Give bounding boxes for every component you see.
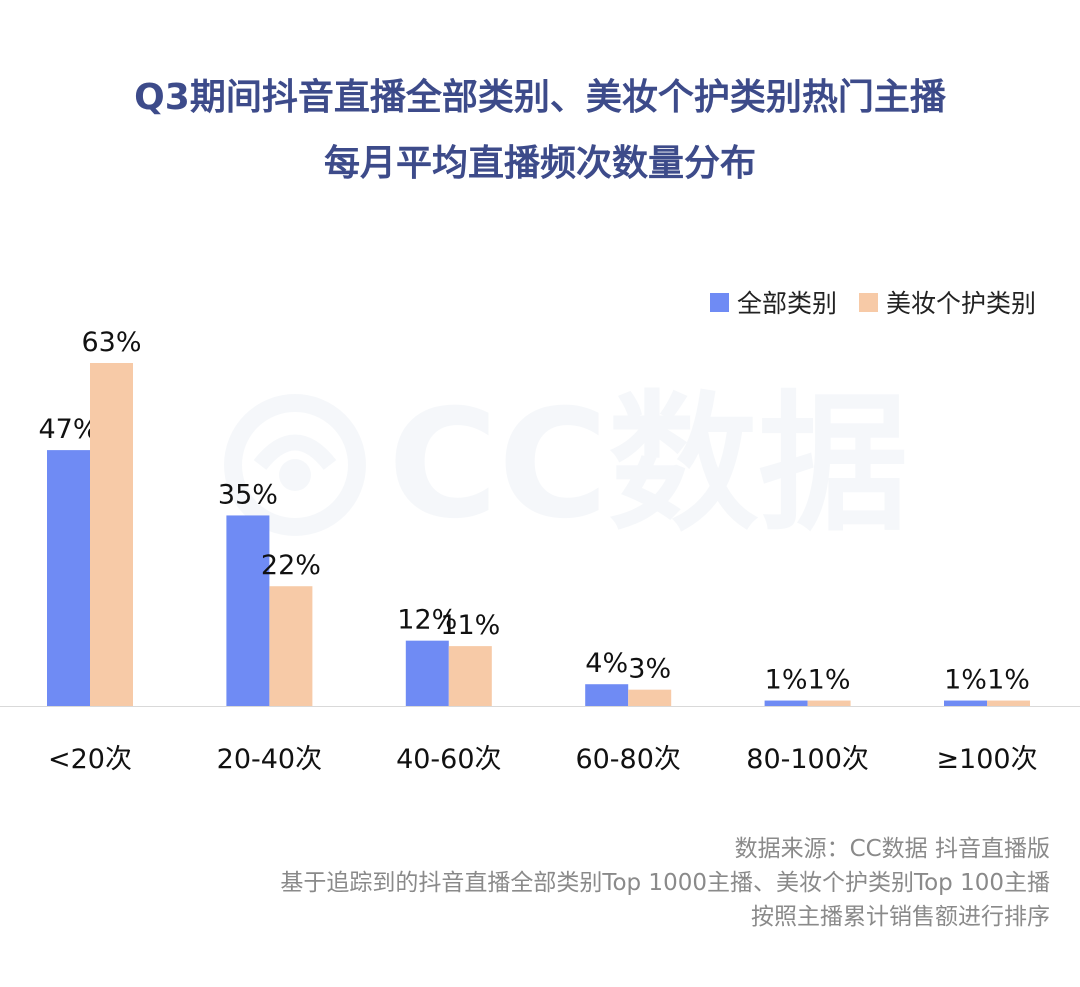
bar-all-1 (226, 515, 270, 706)
bar-beauty-3 (628, 689, 672, 706)
source-note: 数据来源：CC数据 抖音直播版 基于追踪到的抖音直播全部类别Top 1000主播… (280, 832, 1050, 934)
legend-label-all: 全部类别 (736, 289, 837, 318)
source-line-1: 数据来源：CC数据 抖音直播版 (734, 836, 1050, 862)
bar-beauty-0 (90, 363, 133, 706)
data-label-all-2: 12% (397, 605, 457, 636)
legend-item-all: 全部类别 (709, 284, 837, 320)
x-tick-label-0: <20次 (48, 744, 132, 775)
bar-beauty-2 (448, 646, 492, 706)
x-tick-label-1: 20-40次 (217, 744, 322, 775)
data-label-all-4: 1% (765, 665, 808, 696)
data-label-all-3: 4% (585, 648, 628, 679)
legend-item-beauty: 美妆个护类别 (858, 284, 1036, 320)
data-label-beauty-5: 1% (987, 665, 1030, 696)
data-label-beauty-4: 1% (808, 665, 851, 696)
x-tick-label-2: 40-60次 (396, 744, 501, 775)
legend-swatch-all (709, 292, 729, 312)
data-label-all-1: 35% (218, 479, 278, 510)
data-label-all-5: 1% (944, 665, 987, 696)
x-tick-label-3: 60-80次 (575, 744, 680, 775)
legend-swatch-beauty (858, 292, 878, 312)
source-line-3: 按照主播累计销售额进行排序 (751, 904, 1050, 930)
cc-logo-icon (224, 394, 366, 536)
bar-all-3 (585, 684, 629, 706)
data-label-all-0: 47% (38, 414, 98, 445)
watermark: CC数据 (220, 390, 908, 540)
data-label-beauty-2: 11% (440, 610, 500, 641)
x-tick-label-4: 80-100次 (746, 744, 869, 775)
chart-title-line1: Q3期间抖音直播全部类别、美妆个护类别热门主播 (134, 77, 946, 118)
data-label-beauty-3: 3% (628, 654, 671, 685)
bar-all-2 (405, 640, 449, 706)
watermark-text: CC数据 (388, 378, 909, 552)
bar-all-0 (47, 450, 90, 706)
data-label-beauty-1: 22% (261, 550, 321, 581)
legend-label-beauty: 美妆个护类别 (885, 289, 1036, 318)
data-label-beauty-0: 63% (81, 327, 141, 358)
bar-all-4 (764, 700, 808, 706)
x-tick-label-5: ≥100次 (936, 744, 1037, 775)
bar-all-5 (944, 700, 987, 706)
source-line-2: 基于追踪到的抖音直播全部类别Top 1000主播、美妆个护类别Top 100主播 (280, 870, 1050, 896)
bar-beauty-1 (269, 586, 313, 706)
legend: 全部类别 美妆个护类别 (688, 284, 1036, 320)
chart-title-line2: 每月平均直播频次数量分布 (323, 143, 756, 184)
bar-beauty-5 (987, 700, 1030, 706)
bar-beauty-4 (807, 700, 851, 706)
